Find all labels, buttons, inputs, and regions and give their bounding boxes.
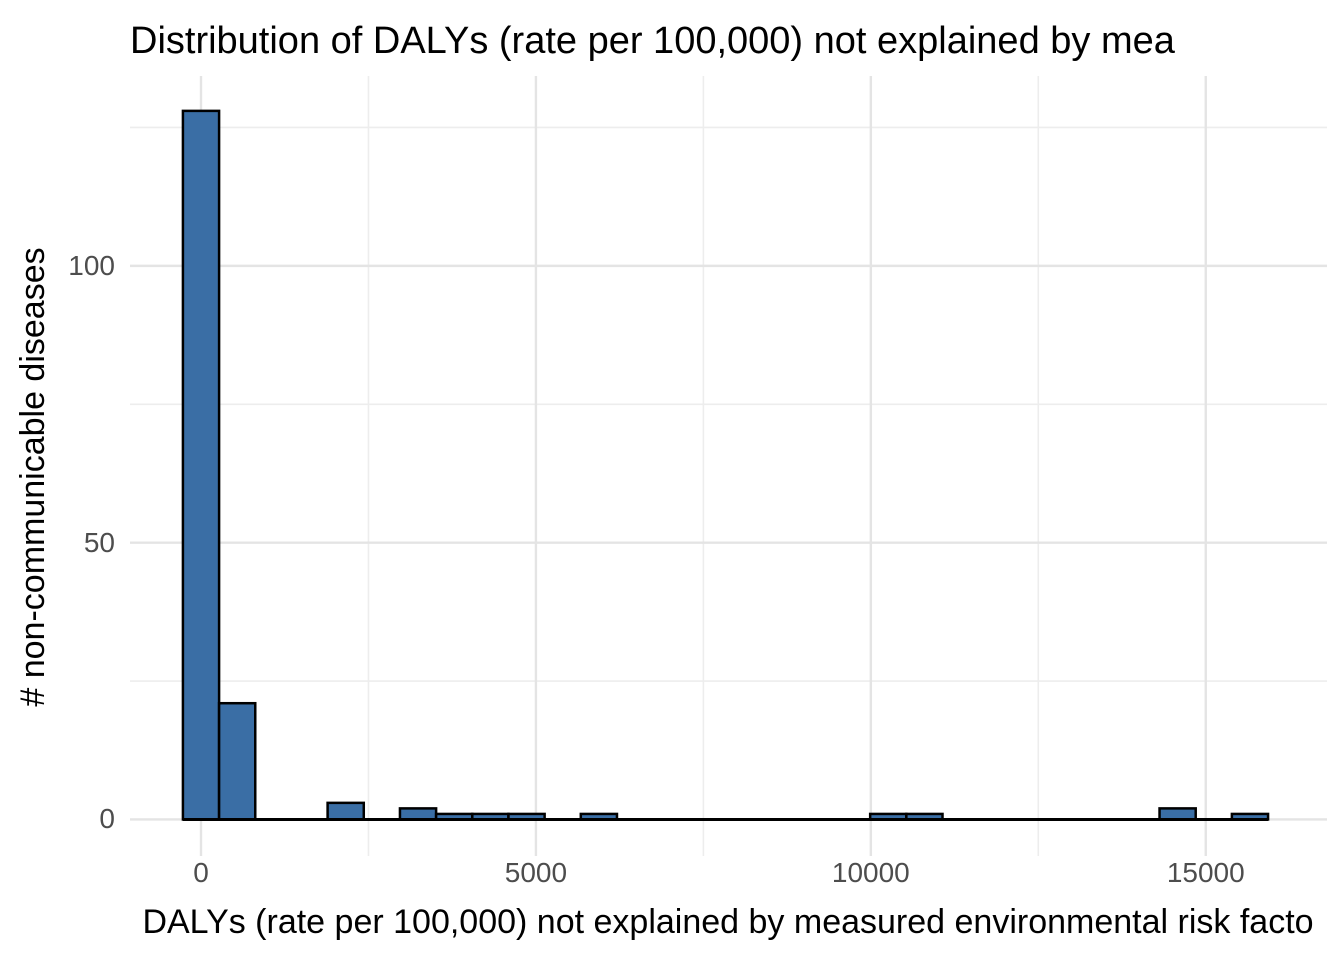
x-tick-label: 0	[193, 857, 209, 888]
x-tick-label: 10000	[831, 857, 910, 888]
y-axis-title: # non-communicable diseases	[14, 247, 52, 707]
histogram-bar	[398, 807, 438, 821]
histogram-bar	[1158, 807, 1197, 821]
y-tick-label: 100	[68, 249, 115, 281]
x-tick-label: 5000	[504, 857, 568, 888]
histogram-bar	[181, 109, 221, 821]
chart-title: Distribution of DALYs (rate per 100,000)…	[130, 20, 1175, 62]
x-tick-label: 15000	[1166, 857, 1245, 888]
histogram-bar	[217, 701, 257, 821]
x-axis-title: DALYs (rate per 100,000) not explained b…	[142, 903, 1314, 941]
y-tick-label: 0	[99, 803, 115, 835]
histogram-bar	[326, 801, 366, 821]
y-tick-label: 50	[83, 526, 115, 558]
